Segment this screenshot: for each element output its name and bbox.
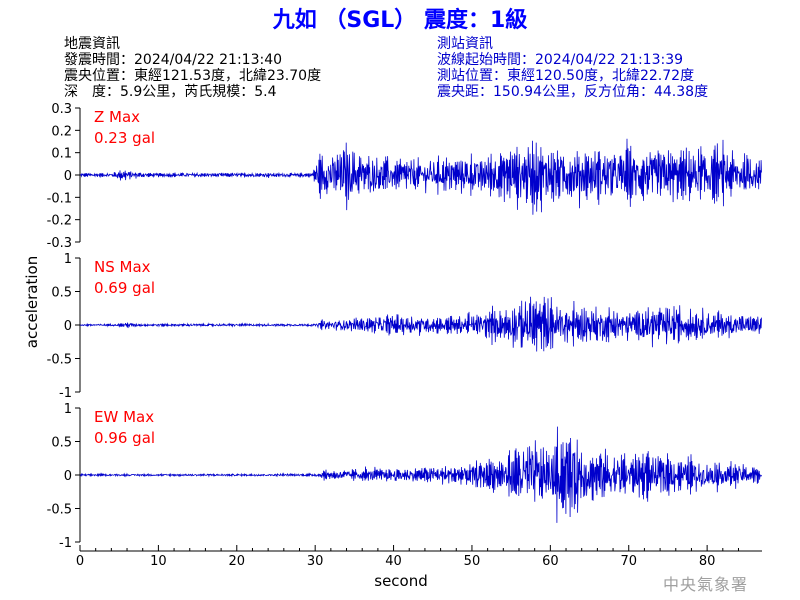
panel-name-label: NS Max xyxy=(94,258,151,276)
station-wave-start: 波線起始時間：2024/04/22 21:13:39 xyxy=(437,52,684,68)
waveform-trace-ns xyxy=(79,296,762,352)
page-title: 九如 （SGL） 震度：1級 xyxy=(272,8,528,33)
station-distance: 震央距：150.94公里，反方位角：44.38度 xyxy=(437,84,709,100)
y-tick-label: -0.5 xyxy=(47,503,72,518)
y-tick-label: 0 xyxy=(64,169,72,184)
y-tick-label: 0 xyxy=(64,319,72,334)
station-info-heading: 測站資訊 xyxy=(437,36,493,52)
waveform-trace-z xyxy=(79,138,762,215)
panel-max-value: 0.69 gal xyxy=(94,279,155,297)
x-tick-label: 40 xyxy=(385,554,402,569)
quake-info-heading: 地震資訊 xyxy=(64,36,120,52)
y-tick-label: -0.5 xyxy=(47,353,72,368)
y-tick-label: 1 xyxy=(64,402,72,417)
x-tick-label: 70 xyxy=(620,554,637,569)
x-tick-label: 10 xyxy=(150,554,167,569)
quake-depth-magnitude: 深 度：5.9公里，芮氏規模：5.4 xyxy=(64,84,277,100)
waveform-trace-ew xyxy=(79,426,762,523)
y-tick-label: 0.5 xyxy=(51,286,72,301)
x-tick-label: 20 xyxy=(229,554,246,569)
x-axis-title: second xyxy=(374,572,428,590)
panel-max-value: 0.23 gal xyxy=(94,129,155,147)
y-tick-label: 1 xyxy=(64,252,72,267)
y-tick-label: 0.1 xyxy=(51,147,72,162)
y-tick-label: -1 xyxy=(59,386,72,401)
quake-time: 發震時間：2024/04/22 21:13:40 xyxy=(64,52,283,68)
watermark: 中央氣象署 xyxy=(662,575,748,594)
y-tick-label: -0.3 xyxy=(47,236,72,251)
y-tick-label: 0.2 xyxy=(51,124,72,139)
panel-max-value: 0.96 gal xyxy=(94,429,155,447)
station-info-block: 測站資訊 波線起始時間：2024/04/22 21:13:39 測站位置：東經1… xyxy=(437,36,708,100)
x-tick-label: 0 xyxy=(76,554,84,569)
y-tick-label: 0.3 xyxy=(51,102,72,117)
y-tick-label: 0 xyxy=(64,469,72,484)
x-tick-label: 30 xyxy=(307,554,324,569)
quake-info-block: 地震資訊 發震時間：2024/04/22 21:13:40 震央位置：東經121… xyxy=(64,36,321,100)
y-tick-label: -0.2 xyxy=(47,214,72,229)
y-tick-label: 0.5 xyxy=(51,436,72,451)
x-tick-label: 60 xyxy=(542,554,559,569)
quake-epicenter: 震央位置：東經121.53度，北緯23.70度 xyxy=(64,68,322,84)
y-tick-label: -1 xyxy=(59,536,72,551)
panel-name-label: EW Max xyxy=(94,408,154,426)
panel-name-label: Z Max xyxy=(94,108,140,126)
x-tick-label: 80 xyxy=(699,554,716,569)
station-location: 測站位置：東經120.50度，北緯22.72度 xyxy=(437,68,695,84)
y-axis-title: acceleration xyxy=(23,256,41,348)
x-tick-label: 50 xyxy=(464,554,481,569)
y-tick-label: -0.1 xyxy=(47,191,72,206)
